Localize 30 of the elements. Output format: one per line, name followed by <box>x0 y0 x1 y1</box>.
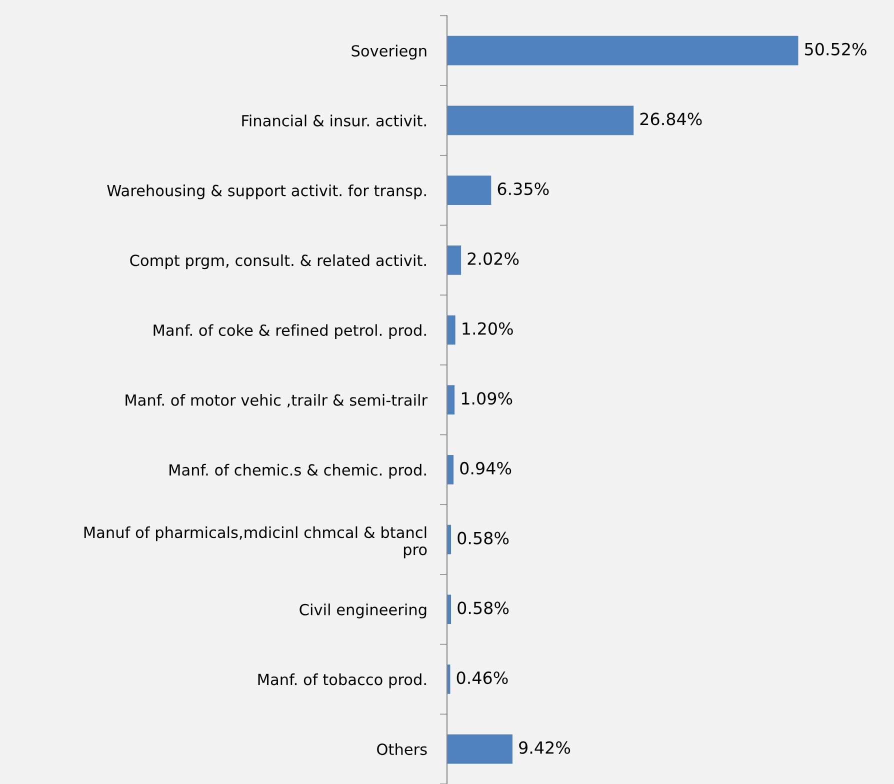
data-label: 1.20% <box>462 322 513 335</box>
bar <box>447 734 512 764</box>
bar <box>447 245 462 275</box>
bar <box>447 385 455 415</box>
bar <box>447 106 634 136</box>
data-label: 50.52% <box>805 42 866 56</box>
bar <box>447 455 454 484</box>
y-tick-label: Manf. of tobacco prod. <box>258 673 426 688</box>
data-label: 2.02% <box>468 252 519 265</box>
data-label: 9.42% <box>519 741 570 754</box>
bar <box>447 36 798 66</box>
y-tick-label: Civil engineering <box>300 604 426 618</box>
y-tick-label: Warehousing & support activit. for transp. <box>107 184 426 200</box>
y-tick-label: Manf. of chemic.s & chemic. prod. <box>170 464 426 479</box>
y-tick-label: Soveriegn <box>352 44 426 60</box>
data-label: 26.84% <box>640 112 702 126</box>
y-tick-label: Manuf of pharmicals,mdicinl chmcal & btancl pro <box>84 526 427 558</box>
data-label: 0.94% <box>460 462 512 475</box>
bar <box>447 176 492 205</box>
y-tick-label: Manf. of motor vehic ,trailr & semi-trailr <box>126 394 428 408</box>
y-tick-label: Manf. of coke & refined petrol. prod. <box>154 324 426 339</box>
data-label: 0.46% <box>456 671 508 684</box>
y-tick-label: Financial & insur. activit. <box>242 114 426 126</box>
data-label: 6.35% <box>498 182 549 196</box>
y-tick-label: Others <box>377 743 427 756</box>
y-tick-label: Compt prgm, consult. & related activit. <box>130 254 426 270</box>
data-label: 0.58% <box>458 532 509 544</box>
bar <box>447 315 456 345</box>
data-label: 1.09% <box>462 392 512 405</box>
data-label: 0.58% <box>458 602 509 614</box>
